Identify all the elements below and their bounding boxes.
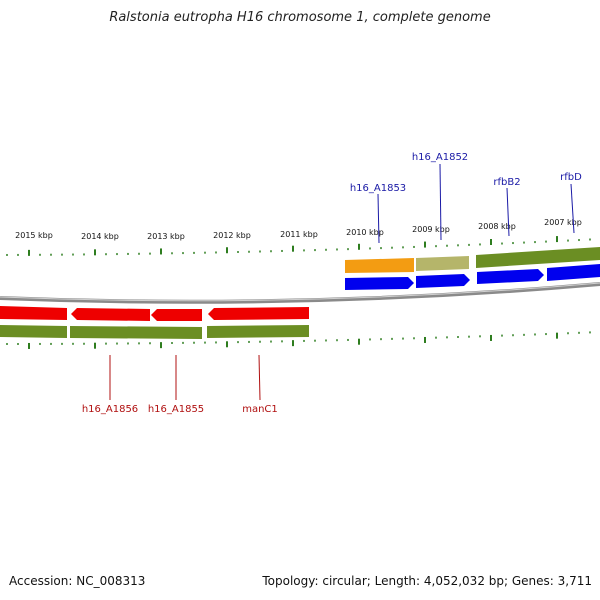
green-feature-block[interactable] bbox=[70, 326, 202, 339]
forward-cds-arrow[interactable] bbox=[416, 274, 470, 288]
forward-cds-arrow[interactable] bbox=[345, 277, 414, 290]
reverse-cds-arrow[interactable] bbox=[208, 307, 309, 320]
reverse-cds-arrow[interactable] bbox=[151, 309, 202, 321]
forward-gene-labels: h16_A1853 h16_A1852 rfbB2 rfbD bbox=[350, 152, 582, 244]
forward-cds-track bbox=[345, 264, 600, 290]
reverse-cds-track bbox=[0, 306, 309, 321]
top-tick-track bbox=[6, 236, 591, 256]
lower-feature-band-track bbox=[0, 325, 309, 339]
accession-text: Accession: NC_008313 bbox=[9, 574, 146, 588]
scale-label: 2013 kbp bbox=[147, 232, 185, 241]
gene-label[interactable]: h16_A1855 bbox=[148, 404, 204, 415]
forward-cds-arrow[interactable] bbox=[477, 269, 544, 284]
gene-leader-line bbox=[377, 193, 380, 244]
scale-label: 2012 kbp bbox=[213, 231, 251, 240]
scale-label-group: 2015 kbp 2014 kbp 2013 kbp 2012 kbp 2011 kbp… bbox=[15, 218, 582, 241]
gene-label[interactable]: h16_A1852 bbox=[412, 152, 468, 163]
scale-label: 2008 kbp bbox=[478, 222, 516, 231]
gene-label[interactable]: h16_A1856 bbox=[82, 404, 138, 415]
scale-label: 2015 kbp bbox=[15, 231, 53, 240]
orange-feature-block[interactable] bbox=[345, 258, 414, 273]
topology-text: Topology: circular; Length: 4,052,032 bp… bbox=[262, 574, 592, 588]
gene-leader-line bbox=[258, 354, 261, 401]
gene-label[interactable]: h16_A1853 bbox=[350, 183, 406, 194]
scale-label: 2009 kbp bbox=[412, 225, 450, 234]
green-feature-block[interactable] bbox=[476, 247, 600, 268]
reverse-gene-labels: h16_A1856 h16_A1855 manC1 bbox=[82, 354, 278, 415]
gene-label[interactable]: rfbB2 bbox=[493, 177, 520, 188]
chromosome-backbone bbox=[0, 282, 600, 304]
khaki-feature-block[interactable] bbox=[416, 256, 469, 271]
backbone-highlight bbox=[0, 282, 600, 302]
gene-label[interactable]: rfbD bbox=[560, 172, 582, 183]
gene-label[interactable]: manC1 bbox=[242, 404, 278, 415]
green-feature-block[interactable] bbox=[0, 325, 67, 338]
gene-leader-line bbox=[570, 183, 575, 234]
scale-label: 2014 kbp bbox=[81, 232, 119, 241]
reverse-cds-arrow[interactable] bbox=[71, 308, 150, 321]
scale-label: 2010 kbp bbox=[346, 228, 384, 237]
upper-feature-band-track bbox=[345, 247, 600, 273]
forward-cds-arrow[interactable] bbox=[547, 264, 600, 281]
green-feature-block[interactable] bbox=[207, 325, 309, 338]
bottom-tick-track bbox=[6, 331, 591, 349]
reverse-cds-arrow[interactable] bbox=[0, 306, 67, 320]
gene-leader-line bbox=[439, 163, 442, 241]
scale-label: 2011 kbp bbox=[280, 230, 318, 239]
gene-leader-line bbox=[506, 187, 510, 237]
scale-label: 2007 kbp bbox=[544, 218, 582, 227]
map-title: Ralstonia eutropha H16 chromosome 1, com… bbox=[109, 10, 491, 25]
